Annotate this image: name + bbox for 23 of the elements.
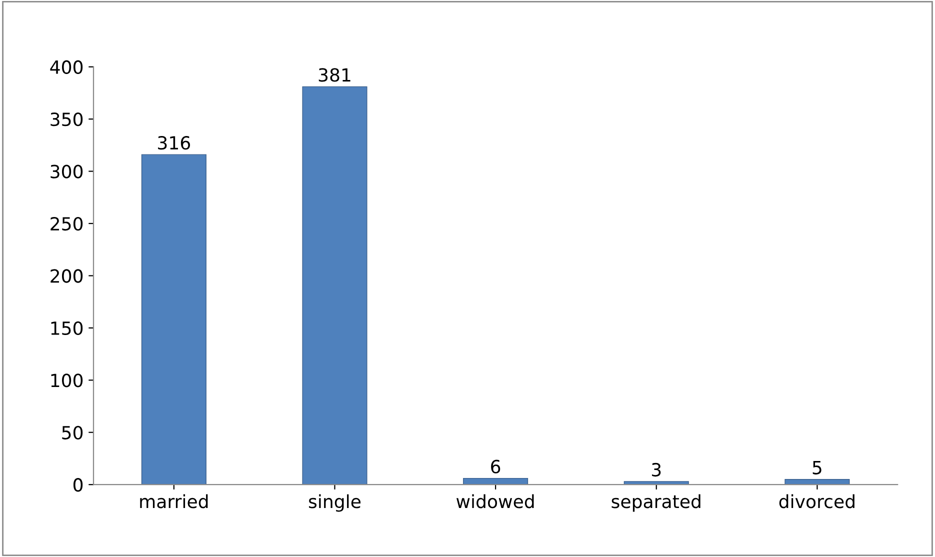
x-tick-label: separated	[612, 494, 700, 512]
data-label: 316	[158, 136, 190, 150]
bar	[784, 479, 850, 485]
bar	[463, 478, 528, 485]
y-tick-label: 50	[62, 426, 83, 440]
x-tick-label: widowed	[456, 494, 534, 508]
y-tick-label: 100	[51, 374, 83, 388]
data-label: 381	[318, 68, 350, 82]
x-tick-label: single	[308, 494, 360, 512]
data-label: 3	[652, 462, 661, 477]
y-tick-label: 0	[73, 478, 83, 492]
y-tick-label: 150	[51, 321, 83, 336]
y-tick-label: 200	[50, 269, 83, 283]
data-label: 6	[491, 460, 500, 474]
data-label: 5	[812, 461, 822, 474]
y-tick-label: 350	[50, 112, 83, 126]
x-tick-label: married	[140, 494, 208, 508]
y-tick-label: 250	[50, 216, 83, 231]
bar	[141, 154, 206, 485]
x-tick-label: divorced	[779, 494, 854, 508]
y-tick-label: 400	[50, 60, 83, 74]
y-tick-label: 300	[50, 164, 83, 178]
bar	[302, 86, 368, 485]
